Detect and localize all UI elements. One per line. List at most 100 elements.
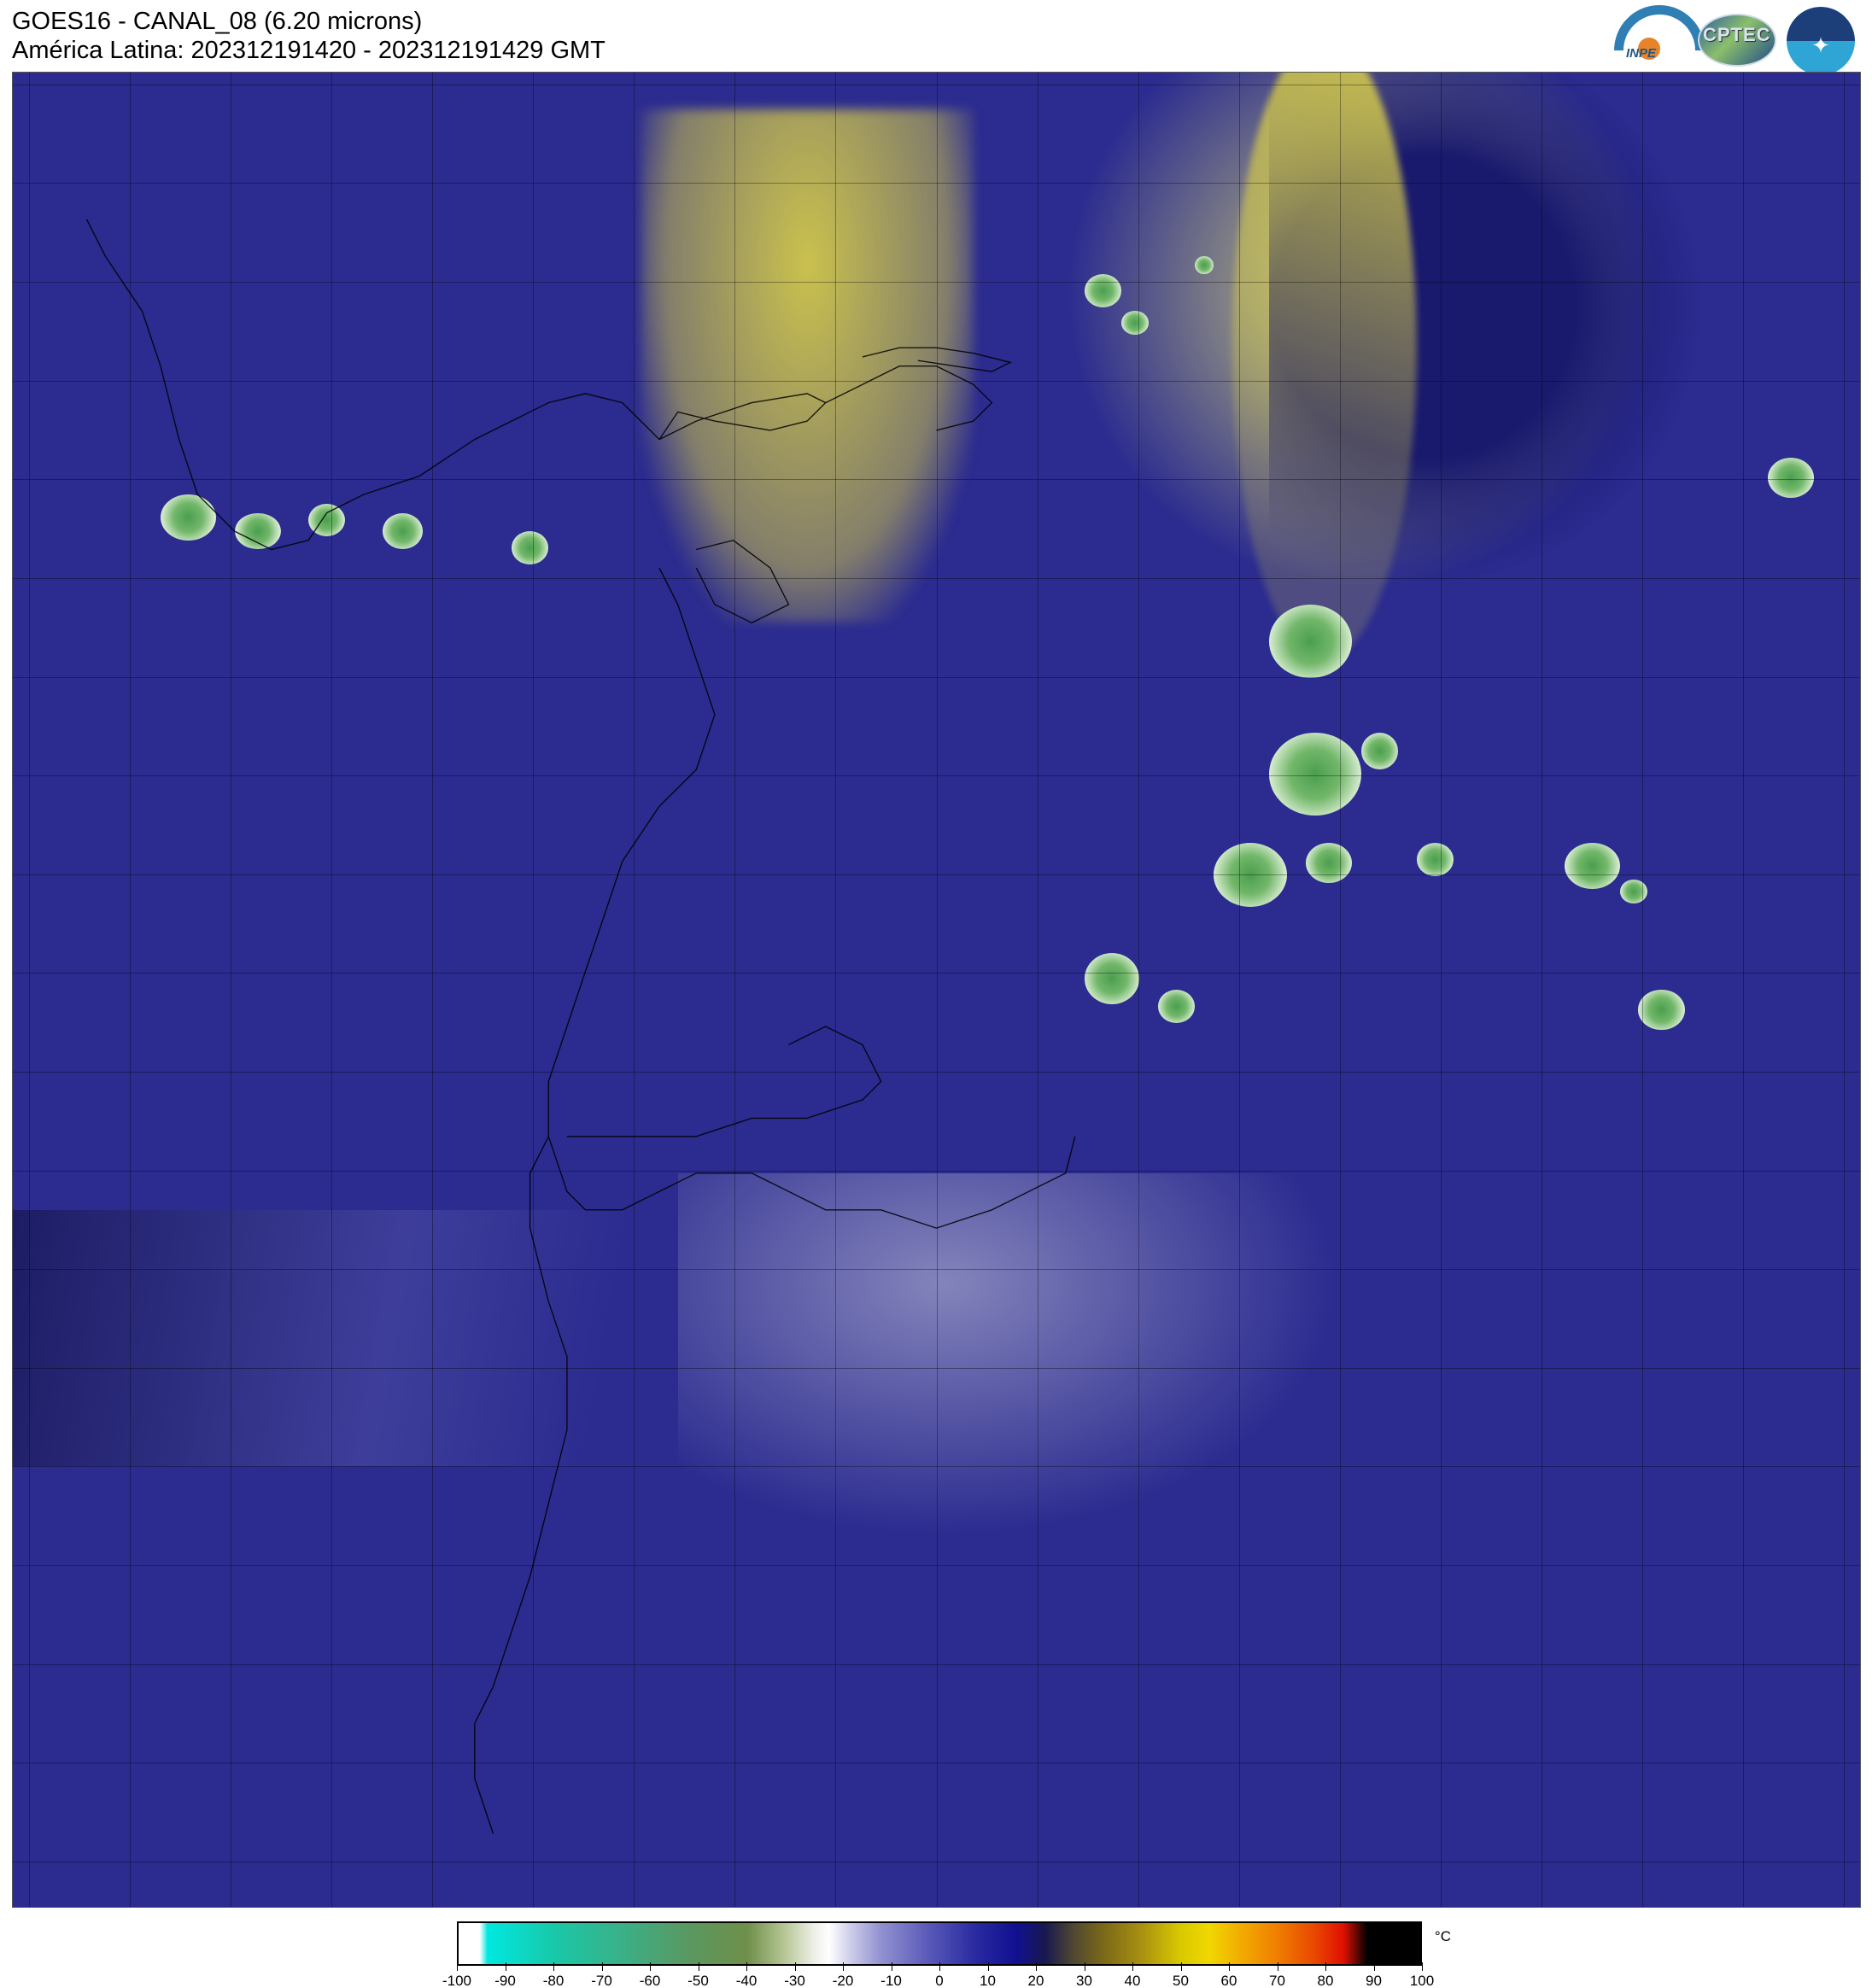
x-axis-tick-mark xyxy=(21,1907,37,1908)
agency-logos: INPE CPTEC ✦ xyxy=(1612,5,1860,69)
inpe-logo: INPE xyxy=(1612,5,1689,69)
y-axis-tick-mark xyxy=(12,669,13,685)
y-axis-tick-mark xyxy=(12,1459,13,1474)
noaa-logo: ✦ xyxy=(1783,5,1860,69)
longitude-gridline xyxy=(331,73,332,1907)
title-line1: GOES16 - CANAL_08 (6.20 microns) xyxy=(12,7,605,36)
y-axis-tick-mark xyxy=(12,1261,13,1277)
y-axis-tick-mark xyxy=(12,1064,13,1079)
y-axis-tick-mark xyxy=(12,77,13,92)
storm-cell xyxy=(512,531,548,564)
x-axis-tick-mark xyxy=(1635,1907,1650,1908)
storm-cell xyxy=(1121,311,1149,335)
colorbar-tick-label: 50 xyxy=(1173,1973,1189,1988)
south-pacific-front xyxy=(13,1210,752,1467)
cptec-logo: CPTEC xyxy=(1698,5,1775,69)
y-axis-tick-mark xyxy=(12,175,13,190)
colorbar-tick-label: 40 xyxy=(1125,1973,1141,1988)
colorbar-tick-mark xyxy=(457,1962,458,1971)
colorbar-tick-label: 60 xyxy=(1221,1973,1237,1988)
y-axis-tick-mark xyxy=(12,965,13,980)
y-axis-tick-mark xyxy=(12,471,13,487)
storm-cell xyxy=(383,513,424,550)
storm-cell xyxy=(1638,990,1684,1030)
longitude-gridline xyxy=(937,73,938,1907)
colorbar-tick-mark xyxy=(1181,1962,1182,1971)
colorbar-tick-label: -50 xyxy=(687,1973,709,1988)
y-axis-tick-mark xyxy=(12,1558,13,1573)
south-america-cloud-band xyxy=(678,1173,1343,1541)
colorbar-tick-mark xyxy=(553,1962,554,1971)
y-axis-tick-mark xyxy=(12,1755,13,1770)
longitude-gridline xyxy=(734,73,735,1907)
colorbar-tick-mark xyxy=(795,1962,796,1971)
colorbar-tick-label: 70 xyxy=(1269,1973,1285,1988)
colorbar-tick-mark xyxy=(988,1962,989,1971)
storm-cell xyxy=(1620,880,1647,903)
colorbar-tick-label: -60 xyxy=(640,1973,661,1988)
longitude-gridline xyxy=(533,73,534,1907)
colorbar-tick-label: -30 xyxy=(784,1973,805,1988)
storm-cell xyxy=(1306,843,1352,883)
longitude-gridline xyxy=(1844,73,1845,1907)
colorbar-tick-label: 30 xyxy=(1076,1973,1092,1988)
colorbar-unit-label: °C xyxy=(1435,1928,1451,1945)
colorbar-tick-mark xyxy=(1325,1962,1326,1971)
colorbar-tick-mark xyxy=(746,1962,747,1971)
storm-cell xyxy=(1768,458,1814,498)
colorbar-tick-mark xyxy=(1229,1962,1230,1971)
x-axis-tick-mark xyxy=(1735,1907,1751,1908)
longitude-gridline xyxy=(130,73,131,1907)
x-axis-tick-mark xyxy=(1836,1907,1852,1908)
storm-cell xyxy=(1417,843,1454,876)
longitude-gridline xyxy=(432,73,433,1907)
x-axis-tick-mark xyxy=(727,1907,742,1908)
colorbar-tick-label: -40 xyxy=(736,1973,758,1988)
storm-cell xyxy=(1361,733,1398,769)
title-line2: América Latina: 202312191420 - 202312191… xyxy=(12,36,605,65)
x-axis-tick-mark xyxy=(626,1907,641,1908)
colorbar-tick-label: 10 xyxy=(980,1973,996,1988)
longitude-gridline xyxy=(1138,73,1139,1907)
storm-cell xyxy=(235,513,281,550)
storm-cell xyxy=(1269,733,1361,816)
longitude-gridline xyxy=(1239,73,1240,1907)
y-axis-tick-mark xyxy=(12,1360,13,1376)
storm-cell xyxy=(1085,274,1121,307)
x-axis-tick-mark xyxy=(324,1907,339,1908)
colorbar-tick-mark xyxy=(843,1962,844,1971)
colorbar-tick-mark xyxy=(1422,1962,1423,1971)
colorbar-tick-label: 80 xyxy=(1318,1973,1334,1988)
satellite-map[interactable]: 35°N30°N25°N20°N15°N10°N5°N0°5°S10°S15°S… xyxy=(12,72,1861,1908)
x-axis-tick-mark xyxy=(1231,1907,1247,1908)
longitude-gridline xyxy=(1642,73,1643,1907)
colorbar-tick-mark xyxy=(939,1962,940,1971)
y-axis-tick-mark xyxy=(12,570,13,586)
colorbar-tick-label: 20 xyxy=(1028,1973,1044,1988)
title-text-block: GOES16 - CANAL_08 (6.20 microns) América… xyxy=(12,7,605,65)
colorbar-tick-label: -70 xyxy=(591,1973,612,1988)
temperature-colorbar[interactable]: °C -100 -90 -80 -70 -60 -50 -40 -30 -20 -10 0 10 20 3… xyxy=(457,1921,1422,1966)
longitude-gridline xyxy=(1541,73,1542,1907)
colorbar-tick-label: 100 xyxy=(1410,1973,1434,1988)
x-axis-tick-mark xyxy=(1131,1907,1146,1908)
storm-cell xyxy=(1158,990,1195,1023)
storm-cell xyxy=(1195,256,1214,274)
dry-air-band-gulf xyxy=(641,109,973,623)
longitude-gridline xyxy=(1441,73,1442,1907)
y-axis-tick-mark xyxy=(12,1163,13,1178)
storm-cell xyxy=(1214,843,1288,907)
x-axis-tick-mark xyxy=(525,1907,541,1908)
colorbar-tick-mark xyxy=(650,1962,651,1971)
x-axis-tick-mark xyxy=(1030,1907,1045,1908)
longitude-gridline xyxy=(1340,73,1341,1907)
longitude-gridline xyxy=(29,73,30,1907)
colorbar-tick-label: -100 xyxy=(442,1973,471,1988)
y-axis-tick-mark xyxy=(12,867,13,882)
colorbar-tick-mark xyxy=(1132,1962,1133,1971)
y-axis-tick-mark xyxy=(12,1657,13,1672)
x-axis-tick-mark xyxy=(424,1907,440,1908)
colorbar-tick-label: -20 xyxy=(833,1973,854,1988)
colorbar-tick-mark xyxy=(602,1962,603,1971)
storm-cell xyxy=(1085,953,1140,1004)
